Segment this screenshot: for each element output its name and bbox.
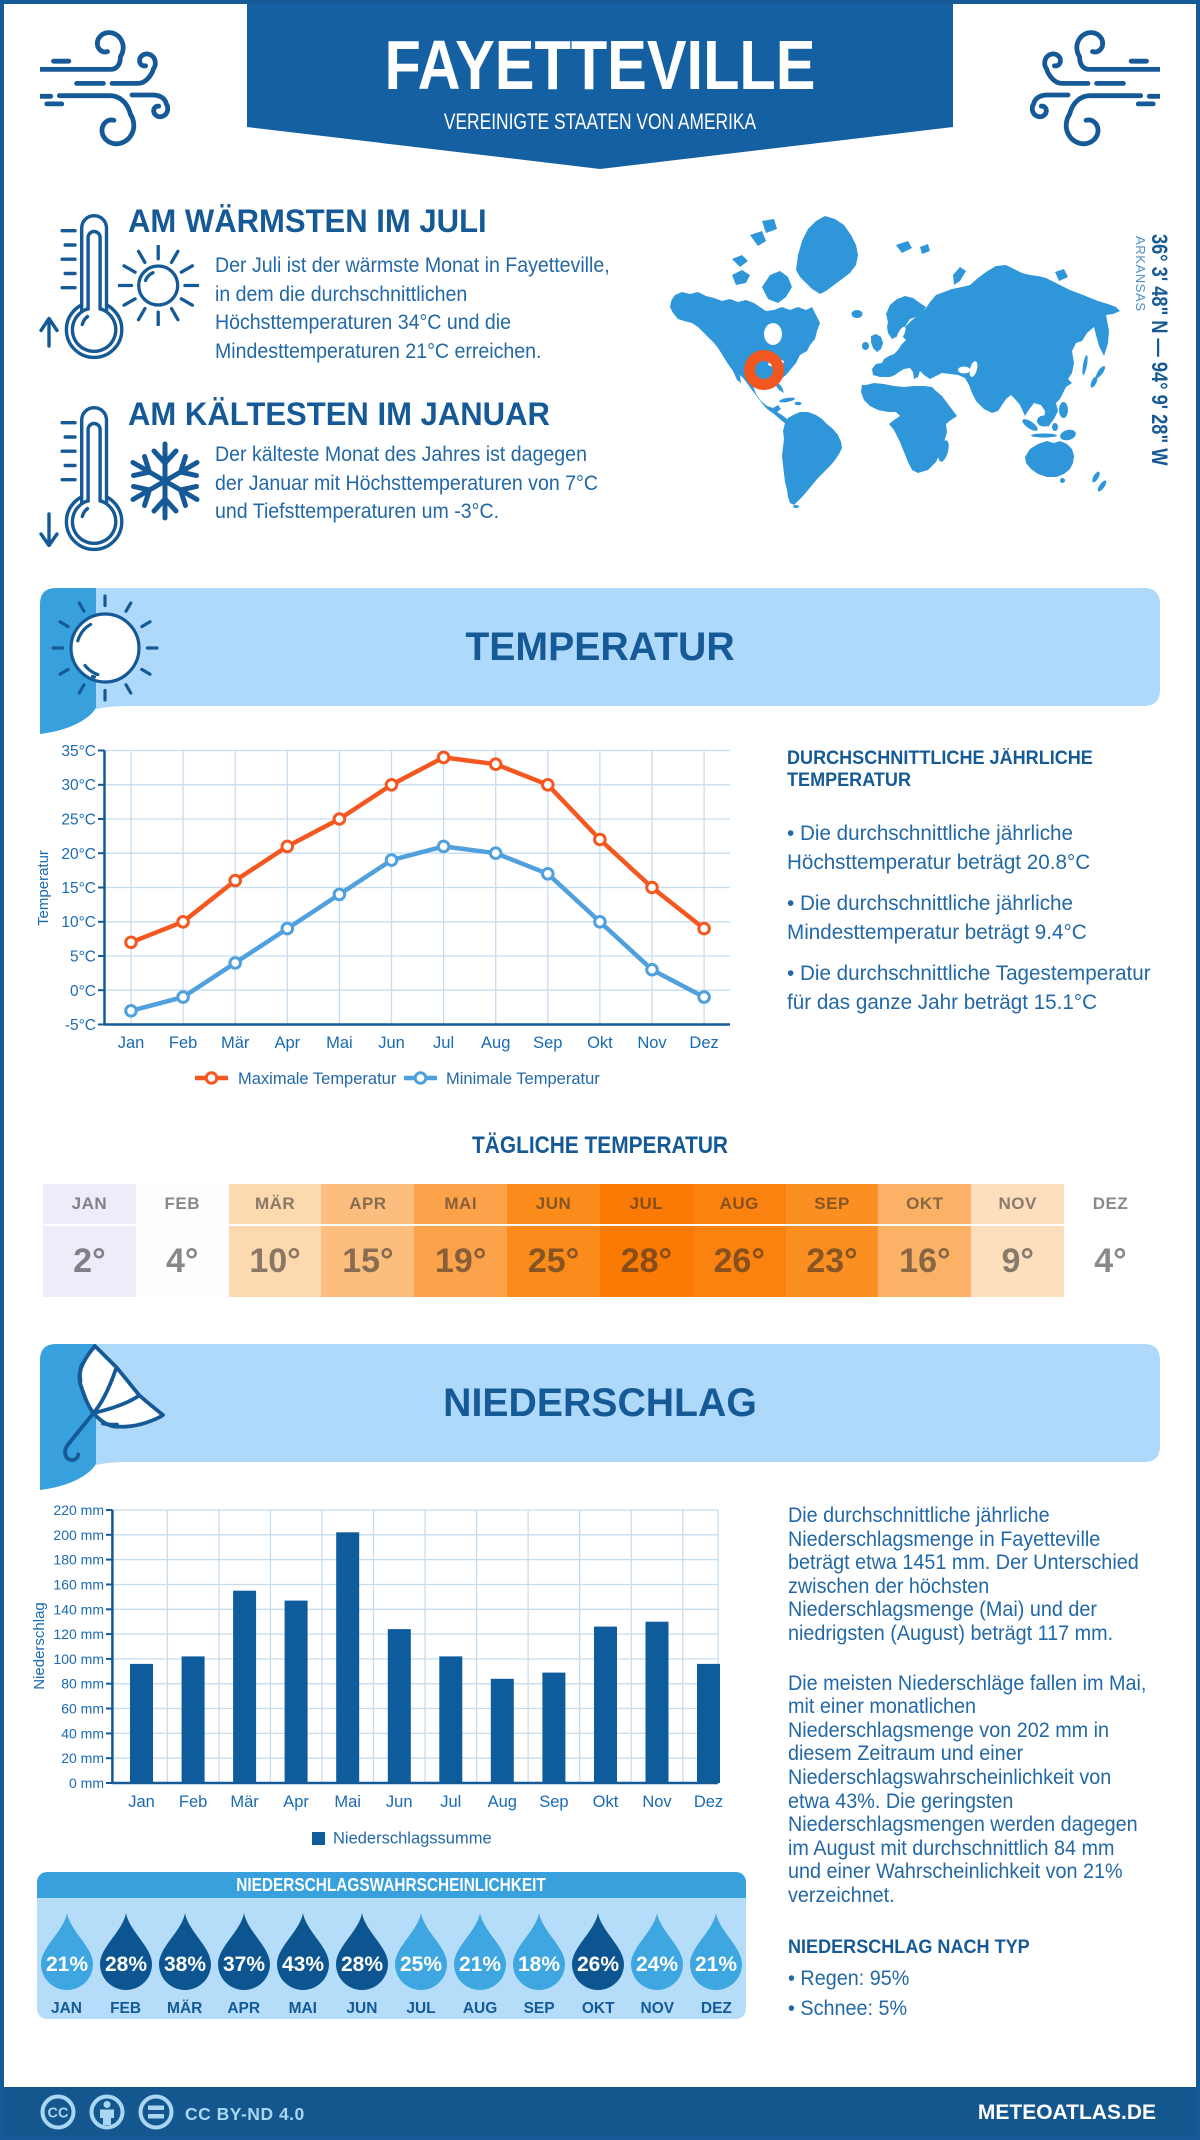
svg-text:43%: 43%: [282, 1953, 324, 1976]
svg-text:Niederschlagssumme: Niederschlagssumme: [333, 1830, 492, 1848]
svg-text:20 mm: 20 mm: [61, 1750, 104, 1766]
svg-text:20°C: 20°C: [61, 846, 96, 863]
svg-text:24%: 24%: [636, 1953, 678, 1976]
svg-text:Jun: Jun: [386, 1793, 413, 1811]
svg-text:Apr: Apr: [274, 1034, 300, 1052]
svg-text:140 mm: 140 mm: [53, 1601, 104, 1617]
svg-text:5°C: 5°C: [70, 949, 96, 966]
svg-text:60 mm: 60 mm: [61, 1701, 104, 1717]
svg-text:120 mm: 120 mm: [53, 1626, 104, 1642]
svg-text:160 mm: 160 mm: [53, 1577, 104, 1593]
svg-text:37%: 37%: [223, 1953, 265, 1976]
svg-text:Nov: Nov: [637, 1034, 667, 1052]
svg-text:Jul: Jul: [440, 1793, 461, 1811]
svg-text:Jan: Jan: [128, 1793, 155, 1811]
svg-text:Mai: Mai: [326, 1034, 353, 1052]
svg-text:26%: 26%: [577, 1953, 619, 1976]
svg-text:Jul: Jul: [433, 1034, 454, 1052]
svg-text:180 mm: 180 mm: [53, 1552, 104, 1568]
svg-text:Nov: Nov: [642, 1793, 672, 1811]
svg-text:Feb: Feb: [169, 1034, 197, 1052]
svg-text:30°C: 30°C: [61, 777, 96, 794]
svg-text:15°C: 15°C: [61, 880, 96, 897]
svg-text:0 mm: 0 mm: [69, 1775, 104, 1791]
svg-text:CC: CC: [48, 2106, 69, 2122]
svg-text:100 mm: 100 mm: [53, 1651, 104, 1667]
svg-text:Temperatur: Temperatur: [35, 850, 52, 926]
svg-text:Aug: Aug: [481, 1034, 510, 1052]
svg-text:Niederschlag: Niederschlag: [31, 1602, 48, 1690]
svg-text:Jun: Jun: [378, 1034, 405, 1052]
svg-text:Sep: Sep: [533, 1034, 562, 1052]
svg-text:-5°C: -5°C: [65, 1017, 96, 1034]
svg-text:40 mm: 40 mm: [61, 1725, 104, 1741]
svg-text:Aug: Aug: [488, 1793, 517, 1811]
svg-text:Maximale Temperatur: Maximale Temperatur: [238, 1070, 397, 1088]
svg-text:Dez: Dez: [694, 1793, 723, 1811]
svg-text:21%: 21%: [45, 1953, 87, 1976]
svg-text:25%: 25%: [400, 1953, 442, 1976]
svg-text:220 mm: 220 mm: [53, 1502, 104, 1518]
svg-text:80 mm: 80 mm: [61, 1676, 104, 1692]
svg-text:Okt: Okt: [587, 1034, 613, 1052]
svg-text:Okt: Okt: [593, 1793, 619, 1811]
svg-text:Jan: Jan: [118, 1034, 145, 1052]
svg-text:0°C: 0°C: [70, 983, 96, 1000]
svg-text:35°C: 35°C: [61, 743, 96, 760]
svg-text:Apr: Apr: [283, 1793, 309, 1811]
svg-text:Dez: Dez: [689, 1034, 718, 1052]
svg-text:21%: 21%: [695, 1953, 737, 1976]
svg-text:25°C: 25°C: [61, 812, 96, 829]
svg-text:200 mm: 200 mm: [53, 1527, 104, 1543]
svg-text:Mai: Mai: [334, 1793, 361, 1811]
svg-text:Mär: Mär: [221, 1034, 250, 1052]
svg-text:38%: 38%: [164, 1953, 206, 1976]
svg-text:Feb: Feb: [179, 1793, 207, 1811]
svg-text:21%: 21%: [459, 1953, 501, 1976]
svg-text:Minimale Temperatur: Minimale Temperatur: [446, 1070, 600, 1088]
svg-text:Mär: Mär: [230, 1793, 259, 1811]
svg-text:Sep: Sep: [539, 1793, 568, 1811]
svg-text:18%: 18%: [518, 1953, 560, 1976]
svg-text:10°C: 10°C: [61, 914, 96, 931]
svg-text:28%: 28%: [341, 1953, 383, 1976]
svg-text:28%: 28%: [105, 1953, 147, 1976]
